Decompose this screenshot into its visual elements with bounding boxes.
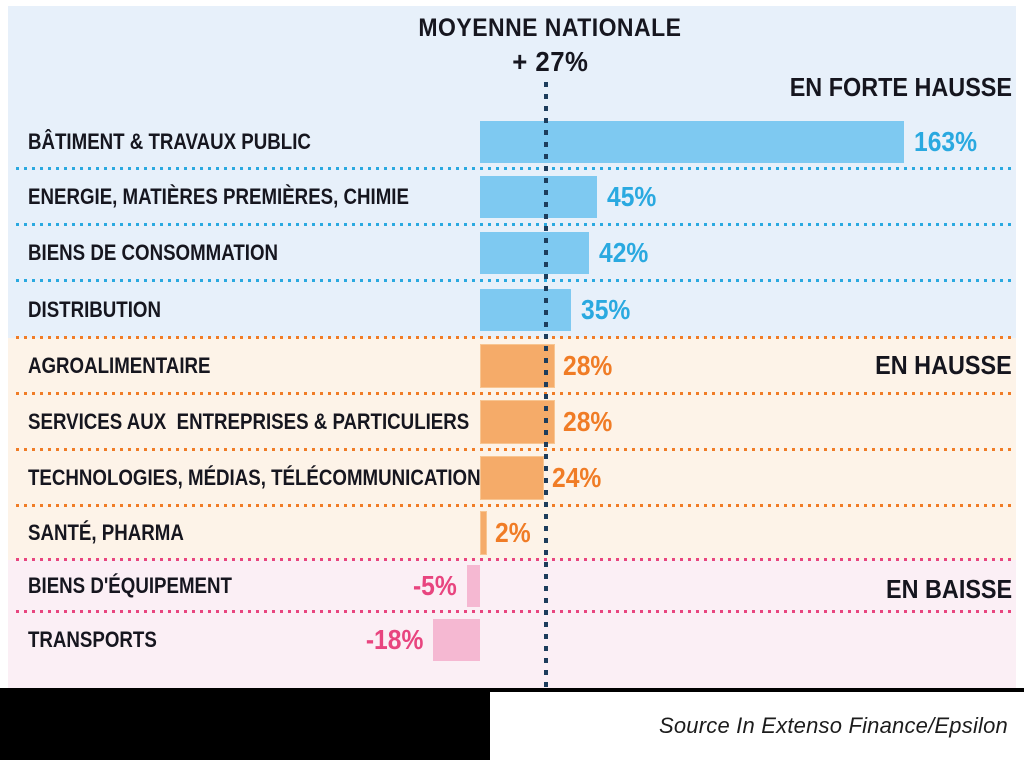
section-band-baisse bbox=[8, 560, 1016, 688]
value-bar bbox=[480, 456, 545, 500]
sector-label: TRANSPORTS bbox=[28, 627, 157, 652]
row-separator bbox=[16, 504, 1016, 507]
row-separator bbox=[16, 279, 1016, 282]
value-label: 42% bbox=[599, 237, 649, 268]
value-label: -5% bbox=[413, 570, 457, 601]
value-bar bbox=[433, 619, 480, 661]
sector-row: BIENS D'ÉQUIPEMENT -5% bbox=[8, 560, 1016, 612]
chart-title-line1: MOYENNE NATIONALE bbox=[418, 14, 682, 42]
sector-label: SERVICES AUX ENTREPRISES & PARTICULIERS bbox=[28, 409, 470, 434]
value-label: 28% bbox=[562, 350, 613, 381]
row-separator bbox=[16, 610, 1016, 613]
value-label: 35% bbox=[581, 293, 631, 325]
sector-row: BIENS DE CONSOMMATION 42% bbox=[8, 225, 1016, 281]
value-bar bbox=[480, 400, 555, 444]
value-label: 163% bbox=[913, 125, 977, 157]
section-band-forte-hausse bbox=[8, 6, 1016, 338]
section-header-forte-hausse: EN FORTE HAUSSE bbox=[789, 72, 1012, 102]
sector-label: ENERGIE, MATIÈRES PREMIÈRES, CHIMIE bbox=[28, 184, 409, 209]
value-bar bbox=[480, 288, 571, 331]
national-average-value: + 27% bbox=[511, 46, 589, 77]
sector-label: BIENS D'ÉQUIPEMENT bbox=[28, 573, 232, 598]
value-bar bbox=[480, 176, 597, 218]
sector-label: AGROALIMENTAIRE bbox=[28, 353, 211, 378]
sector-row: TECHNOLOGIES, MÉDIAS, TÉLÉCOMMUNICATIONS… bbox=[8, 450, 1016, 506]
sector-label: DISTRIBUTION bbox=[28, 296, 161, 322]
value-label: 45% bbox=[607, 181, 657, 212]
row-separator bbox=[16, 223, 1016, 226]
sector-label: BÂTIMENT & TRAVAUX PUBLIC bbox=[28, 128, 311, 154]
sector-row: ENERGIE, MATIÈRES PREMIÈRES, CHIMIE 45% bbox=[8, 169, 1016, 225]
sector-row: TRANSPORTS -18% bbox=[8, 612, 1016, 668]
value-bar bbox=[467, 565, 480, 607]
row-separator bbox=[16, 558, 1016, 561]
value-label: 2% bbox=[495, 517, 531, 548]
value-bar bbox=[480, 120, 904, 163]
row-separator bbox=[16, 448, 1016, 451]
sector-row: SANTÉ, PHARMA 2% bbox=[8, 506, 1016, 560]
source-text: Source In Extenso Finance/Epsilon bbox=[658, 713, 1008, 738]
sector-row: AGROALIMENTAIRE 28% bbox=[8, 338, 1016, 394]
sector-row: BÂTIMENT & TRAVAUX PUBLIC 163% bbox=[8, 114, 1016, 169]
sector-label: BIENS DE CONSOMMATION bbox=[28, 240, 279, 265]
sector-row: SERVICES AUX ENTREPRISES & PARTICULIERS … bbox=[8, 394, 1016, 450]
value-label: 24% bbox=[552, 462, 602, 493]
sector-label: SANTÉ, PHARMA bbox=[28, 520, 184, 545]
value-label: -18% bbox=[365, 624, 424, 655]
row-separator bbox=[16, 392, 1016, 395]
sector-label: TECHNOLOGIES, MÉDIAS, TÉLÉCOMMUNICATIONS bbox=[28, 465, 494, 490]
value-label: 28% bbox=[562, 406, 613, 437]
section-header-hausse: EN HAUSSE bbox=[875, 350, 1012, 380]
section-header-baisse: EN BAISSE bbox=[885, 574, 1012, 604]
row-separator bbox=[16, 336, 1016, 339]
row-separator bbox=[16, 167, 1016, 170]
value-bar bbox=[480, 232, 590, 274]
value-bar bbox=[480, 511, 488, 555]
source-box: Source In Extenso Finance/Epsilon bbox=[490, 692, 1024, 760]
sector-row: DISTRIBUTION 35% bbox=[8, 281, 1016, 338]
value-bar bbox=[480, 344, 555, 388]
national-average-dotted-line bbox=[544, 82, 548, 688]
chart-title: MOYENNE NATIONALE + 27% bbox=[350, 14, 750, 78]
